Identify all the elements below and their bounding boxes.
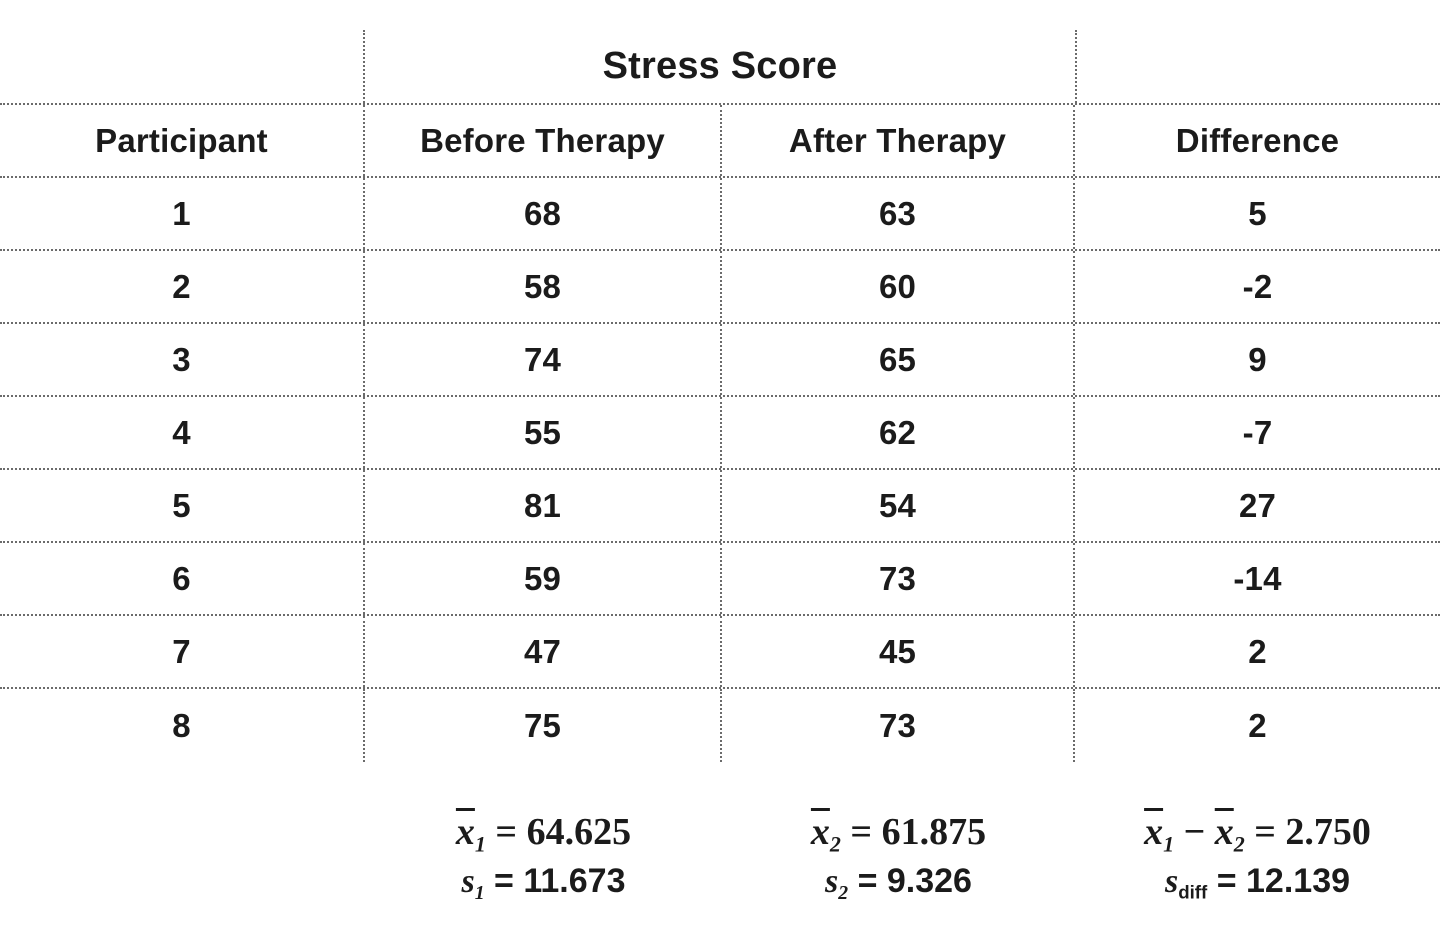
cell-participant: 6	[0, 543, 365, 614]
cell-participant: 3	[0, 324, 365, 395]
col-header-participant: Participant	[0, 105, 365, 176]
sd-after-value: = 9.326	[848, 862, 972, 900]
cell-after: 60	[722, 251, 1075, 322]
subscript: 1	[474, 881, 485, 904]
cell-participant: 1	[0, 178, 365, 249]
group-header-row: Stress Score	[0, 30, 1440, 105]
table-row: 8 75 73 2	[0, 689, 1440, 762]
subscript: 1	[474, 831, 486, 857]
cell-before: 59	[365, 543, 722, 614]
mean-after-value: = 61.875	[840, 811, 987, 853]
subscript-diff: diff	[1178, 881, 1208, 903]
xbar-symbol: x	[1144, 811, 1164, 853]
column-header-row: Participant Before Therapy After Therapy…	[0, 105, 1440, 178]
col-header-difference: Difference	[1175, 121, 1340, 159]
xbar-symbol: x	[455, 811, 475, 853]
subscript: 2	[829, 831, 841, 857]
table-row: 5 81 54 27	[0, 470, 1440, 543]
cell-participant: 4	[0, 397, 365, 468]
corner-empty-cell-left	[0, 30, 365, 103]
s-symbol: s	[825, 863, 839, 900]
stats-before-therapy: x1 = 64.625 s1 = 11.673	[365, 810, 722, 904]
cell-difference: 5	[1248, 194, 1267, 232]
sd-after-formula: s2 = 9.326	[722, 862, 1075, 904]
cell-after: 65	[722, 324, 1075, 395]
cell-before: 81	[365, 470, 722, 541]
sd-difference-formula: sdiff = 12.139	[1075, 862, 1440, 901]
cell-after: 62	[722, 397, 1075, 468]
cell-before: 47	[365, 616, 722, 687]
cell-participant: 2	[0, 251, 365, 322]
stress-score-table: Stress Score Participant Before Therapy …	[0, 30, 1440, 762]
cell-before: 68	[365, 178, 722, 249]
cell-difference: -7	[1242, 413, 1273, 451]
summary-statistics: x1 = 64.625 s1 = 11.673 x2 = 61.875 s2 =…	[0, 810, 1440, 904]
corner-empty-cell-right	[1075, 30, 1440, 103]
subscript: 2	[1233, 831, 1245, 857]
xbar-symbol: x	[810, 811, 830, 853]
cell-participant: 5	[0, 470, 365, 541]
cell-difference: 27	[1238, 486, 1277, 524]
s-symbol: s	[1164, 863, 1179, 900]
cell-after: 63	[722, 178, 1075, 249]
mean-difference-value: = 2.750	[1244, 811, 1371, 853]
mean-before-value: = 64.625	[485, 811, 632, 853]
group-header-stress-score: Stress Score	[602, 45, 838, 87]
table-row: 2 58 60 -2	[0, 251, 1440, 324]
cell-after: 54	[722, 470, 1075, 541]
mean-difference-formula: x1 − x2 = 2.750	[1075, 810, 1440, 857]
cell-difference: 2	[1248, 706, 1267, 744]
xbar-symbol: x	[1214, 811, 1234, 853]
col-header-before-therapy: Before Therapy	[365, 105, 722, 176]
cell-difference: 2	[1248, 632, 1267, 670]
cell-difference: -14	[1233, 559, 1282, 597]
table-row: 4 55 62 -7	[0, 397, 1440, 470]
col-header-after-therapy: After Therapy	[722, 105, 1075, 176]
sd-before-formula: s1 = 11.673	[365, 862, 722, 904]
table-row: 7 47 45 2	[0, 616, 1440, 689]
sd-difference-value: = 12.139	[1207, 862, 1351, 900]
table-row: 3 74 65 9	[0, 324, 1440, 397]
stats-after-therapy: x2 = 61.875 s2 = 9.326	[722, 810, 1075, 904]
table-row: 6 59 73 -14	[0, 543, 1440, 616]
stats-difference: x1 − x2 = 2.750 sdiff = 12.139	[1075, 810, 1440, 901]
cell-participant: 8	[0, 689, 365, 762]
cell-before: 75	[365, 689, 722, 762]
cell-difference: 9	[1248, 340, 1267, 378]
stats-spacer	[0, 810, 365, 901]
cell-before: 58	[365, 251, 722, 322]
mean-before-formula: x1 = 64.625	[365, 810, 722, 857]
cell-after: 45	[722, 616, 1075, 687]
minus-sign: −	[1174, 811, 1215, 853]
cell-after: 73	[722, 689, 1075, 762]
subscript: 1	[1163, 831, 1175, 857]
cell-after: 73	[722, 543, 1075, 614]
sd-before-value: = 11.673	[484, 862, 626, 900]
cell-before: 55	[365, 397, 722, 468]
subscript: 2	[838, 881, 849, 904]
cell-difference: -2	[1242, 267, 1273, 305]
cell-before: 74	[365, 324, 722, 395]
table-row: 1 68 63 5	[0, 178, 1440, 251]
s-symbol: s	[461, 863, 475, 900]
cell-participant: 7	[0, 616, 365, 687]
mean-after-formula: x2 = 61.875	[722, 810, 1075, 857]
